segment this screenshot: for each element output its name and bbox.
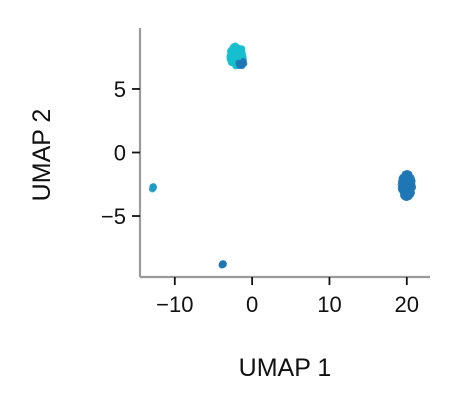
- scatter-point-cluster-2: [240, 60, 248, 68]
- x-axis-label: UMAP 1: [239, 354, 332, 382]
- x-tick-label: 20: [395, 292, 419, 317]
- x-tick-label: −10: [156, 292, 193, 317]
- scatter-point-cluster-3: [405, 177, 412, 185]
- scatter-point-cluster-4: [148, 185, 156, 193]
- scatter-point-cluster-3: [399, 191, 407, 199]
- scatter-point-cluster-1: [234, 48, 242, 56]
- scatter-point-cluster-5: [219, 260, 227, 268]
- scatter-points: [148, 42, 416, 269]
- x-tick-label: 10: [317, 292, 341, 317]
- scatter-point-cluster-3: [407, 191, 415, 199]
- x-axis-ticks: −10 0 10 20: [156, 277, 419, 317]
- y-axis-label: UMAP 2: [28, 109, 56, 202]
- y-tick-label: 5: [114, 77, 126, 102]
- y-tick-label: −5: [101, 204, 126, 229]
- y-axis-ticks: −5 0 5: [101, 77, 140, 229]
- scatter-point-cluster-3: [405, 170, 412, 178]
- y-tick-label: 0: [114, 141, 126, 166]
- scatter-point-cluster-1: [226, 56, 234, 64]
- x-tick-label: 0: [246, 292, 258, 317]
